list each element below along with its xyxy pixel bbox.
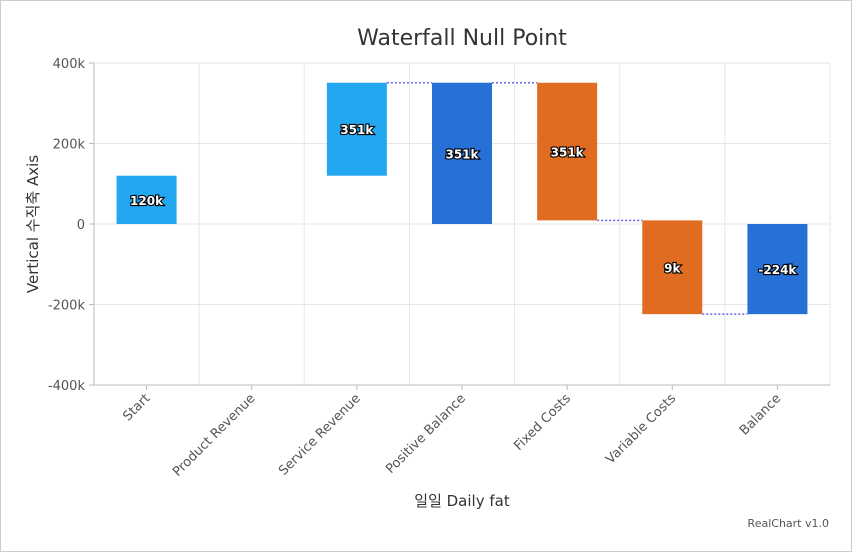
x-category-label: Balance	[737, 391, 784, 438]
y-tick-label: 400k	[53, 57, 86, 72]
x-category-label: Service Revenue	[276, 391, 364, 479]
bar	[432, 82, 492, 224]
x-category-label: Start	[120, 391, 153, 424]
data-label: 351k	[340, 123, 374, 137]
y-tick-label: 200k	[53, 138, 86, 153]
grid-lines	[93, 62, 831, 386]
chart-title: Waterfall Null Point	[357, 26, 567, 51]
data-label: 351k	[445, 147, 479, 161]
data-label: 351k	[551, 146, 585, 160]
bar	[642, 220, 703, 315]
data-label: -224k	[758, 263, 797, 277]
x-category-label: Positive Balance	[383, 391, 469, 477]
bar	[116, 175, 177, 224]
x-axis-categories: Start Product Revenue Service Revenue Posit…	[120, 385, 784, 480]
connector-lines	[386, 81, 748, 315]
data-label: 120k	[130, 194, 164, 208]
x-axis-title: 일일 Daily fat	[414, 492, 510, 510]
y-axis-title: Vertical 수직축 Axis	[24, 155, 42, 293]
y-tick-label: -200k	[48, 299, 86, 314]
bars	[116, 82, 808, 315]
data-labels: 120k 351k 351k 351k 9k -224k	[129, 122, 799, 278]
x-category-label: Fixed Costs	[511, 391, 574, 454]
bar	[747, 224, 808, 315]
chart-credit: RealChart v1.0	[748, 517, 829, 530]
bar	[537, 82, 598, 221]
data-label: 9k	[664, 261, 681, 275]
y-axis-ticks: 400k 200k 0 -200k -400k	[48, 57, 94, 394]
bar	[326, 82, 387, 176]
y-tick-label: 0	[77, 218, 85, 233]
y-tick-label: -400k	[48, 379, 86, 394]
x-category-label: Variable Costs	[603, 391, 679, 467]
x-category-label: Product Revenue	[170, 391, 258, 479]
